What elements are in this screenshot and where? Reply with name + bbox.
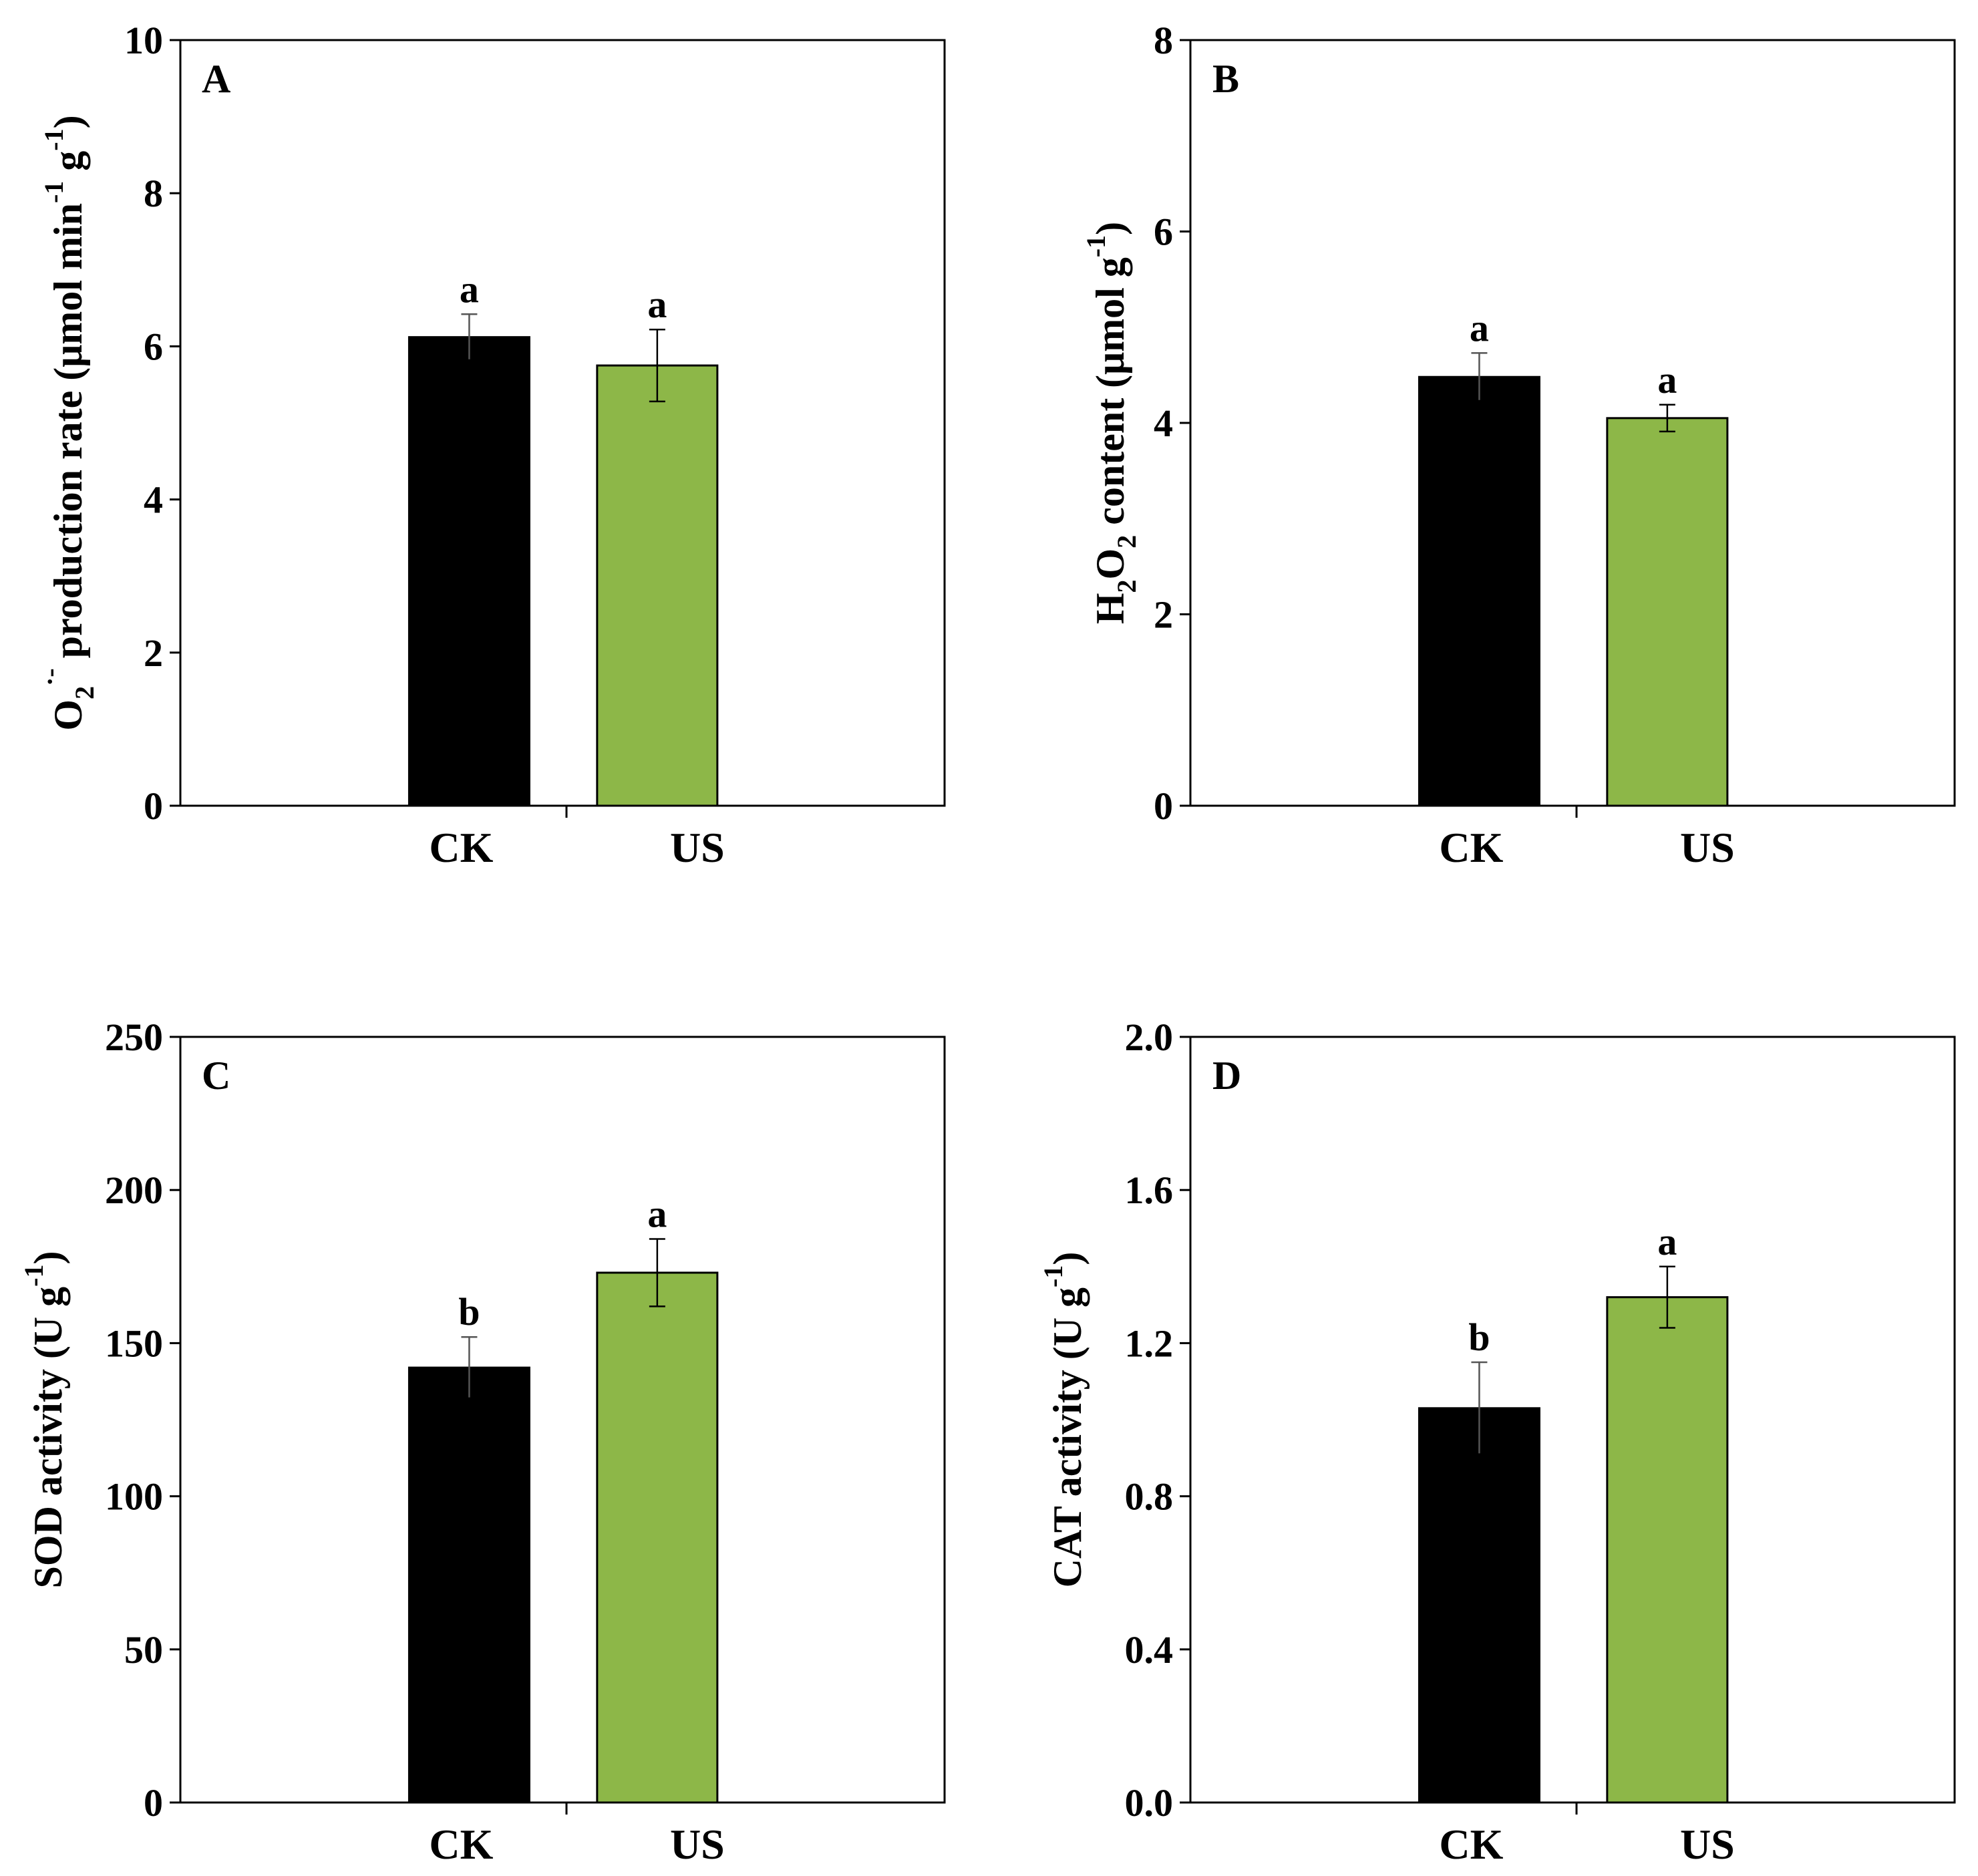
- y-tick-label-c-0: 0: [144, 1781, 163, 1825]
- y-tick-label-c-5: 250: [105, 1015, 163, 1059]
- significance-a-ck: a: [460, 267, 479, 311]
- category-label-a-ck: CK: [429, 824, 493, 871]
- category-label-d-ck: CK: [1439, 1821, 1503, 1868]
- y-axis-label-d: CAT activity (U g-1): [1038, 1252, 1090, 1588]
- y-tick-label-a-3: 6: [144, 325, 163, 368]
- y-tick-label-a-4: 8: [144, 172, 163, 215]
- category-label-b-ck: CK: [1439, 824, 1503, 871]
- bars-a: a CK a US: [407, 267, 725, 871]
- category-label-a-us: US: [670, 824, 725, 871]
- panel-letter-b: B: [1212, 57, 1239, 101]
- y-tick-label-b-4: 8: [1154, 19, 1173, 62]
- plot-frame-a: [179, 39, 946, 807]
- y-tick-label-d-5: 2.0: [1125, 1015, 1174, 1059]
- bars-c: b CK a US: [407, 1193, 725, 1868]
- y-tick-label-d-4: 1.6: [1125, 1168, 1174, 1212]
- bar-a-us: [596, 364, 719, 807]
- category-label-c-us: US: [670, 1821, 725, 1868]
- y-ticks-d: 0.0 0.4 0.8 1.2 1.6 2.0: [1125, 1015, 1578, 1825]
- panel-letter-c: C: [202, 1054, 230, 1098]
- y-tick-label-c-1: 50: [124, 1628, 163, 1672]
- y-ticks-c: 0 50 100 150 200 250: [105, 1015, 568, 1825]
- y-tick-label-c-2: 100: [105, 1475, 163, 1519]
- y-tick-label-c-3: 150: [105, 1321, 163, 1365]
- panel-b: B 0 2 4 6 8 a CK a US H2O2 content (μmol g-1): [1081, 19, 1956, 871]
- y-ticks-a: 0 2 4 6 8 10: [124, 19, 568, 828]
- significance-b-us: a: [1657, 358, 1677, 402]
- plot-frame-b: [1189, 39, 1956, 807]
- significance-a-us: a: [647, 283, 667, 326]
- bar-a-ck: [407, 336, 530, 807]
- y-tick-label-d-3: 1.2: [1125, 1321, 1174, 1365]
- y-tick-label-b-1: 2: [1154, 593, 1173, 637]
- significance-b-ck: a: [1470, 306, 1489, 349]
- bar-d-us: [1606, 1296, 1729, 1804]
- category-label-b-us: US: [1680, 824, 1735, 871]
- panel-letter-a: A: [202, 57, 230, 101]
- bars-d: b CK a US: [1418, 1220, 1735, 1868]
- significance-c-us: a: [647, 1193, 667, 1236]
- panel-letter-d: D: [1212, 1054, 1241, 1098]
- significance-d-us: a: [1657, 1220, 1677, 1263]
- y-axis-label-c: SOD activity (U g-1): [19, 1251, 70, 1589]
- plot-frame-d: [1189, 1036, 1956, 1804]
- y-tick-label-b-2: 4: [1154, 402, 1173, 445]
- bar-c-ck: [407, 1366, 530, 1804]
- bar-c-us: [596, 1271, 719, 1804]
- y-ticks-b: 0 2 4 6 8: [1154, 19, 1578, 828]
- significance-c-ck: b: [458, 1290, 480, 1334]
- y-tick-label-d-1: 0.4: [1125, 1628, 1174, 1672]
- bars-b: a CK a US: [1418, 306, 1735, 871]
- bar-d-ck: [1418, 1407, 1540, 1804]
- y-axis-label-b: H2O2 content (μmol g-1): [1081, 222, 1142, 624]
- y-tick-label-c-4: 200: [105, 1168, 163, 1212]
- significance-d-ck: b: [1468, 1315, 1490, 1359]
- bar-b-ck: [1418, 375, 1540, 807]
- bar-b-us: [1606, 417, 1729, 807]
- y-tick-label-b-0: 0: [1154, 784, 1173, 828]
- panel-c: C 0 50 100 150 200 250 b CK a US SOD activity (U…: [19, 1015, 946, 1868]
- panel-a: A 0 2 4 6 8 10 a CK a US O2·- production rate (μ…: [35, 19, 946, 871]
- y-tick-label-d-2: 0.8: [1125, 1475, 1174, 1519]
- y-tick-label-a-1: 2: [144, 631, 163, 675]
- y-tick-label-a-2: 4: [144, 478, 163, 522]
- y-tick-label-b-3: 6: [1154, 210, 1173, 254]
- panel-d: D 0.0 0.4 0.8 1.2 1.6 2.0 b CK a US CAT activity…: [1038, 1015, 1956, 1868]
- y-tick-label-a-0: 0: [144, 784, 163, 828]
- category-label-d-us: US: [1680, 1821, 1735, 1868]
- plot-frame-c: [179, 1036, 946, 1804]
- y-tick-label-a-5: 10: [124, 19, 163, 62]
- category-label-c-ck: CK: [429, 1821, 493, 1868]
- y-tick-label-d-0: 0.0: [1125, 1781, 1174, 1825]
- y-axis-label-a: O2·- production rate (μmol min-1 g-1): [35, 115, 100, 730]
